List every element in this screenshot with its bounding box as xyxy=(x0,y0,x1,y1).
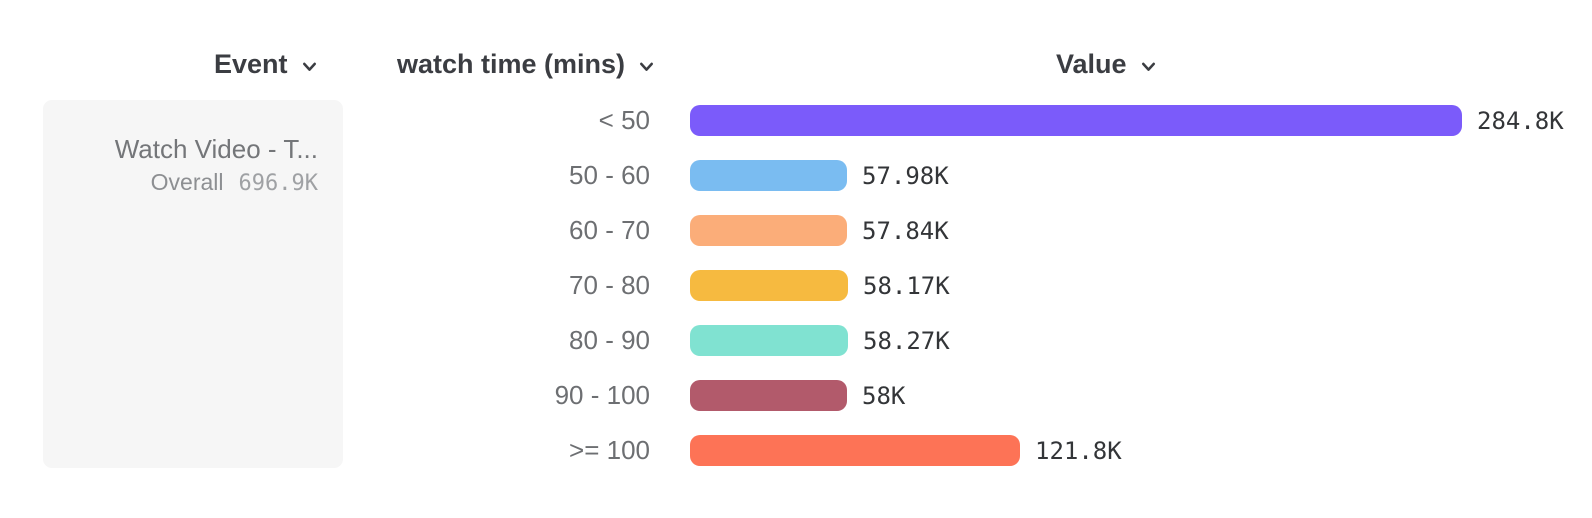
bar[interactable] xyxy=(690,270,848,301)
bar-value: 57.84K xyxy=(862,216,949,245)
bar[interactable] xyxy=(690,105,1462,136)
row-label: 60 - 70 xyxy=(569,215,650,245)
event-column-label: Event xyxy=(214,49,288,79)
chart-row: < 50 284.8K xyxy=(360,93,1592,148)
event-card[interactable]: Watch Video - T... Overall 696.9K xyxy=(43,100,343,468)
row-label: 50 - 60 xyxy=(569,160,650,190)
row-label: >= 100 xyxy=(569,435,650,465)
chevron-down-icon xyxy=(299,56,320,77)
chart-row: 80 - 90 58.27K xyxy=(360,313,1592,368)
chevron-down-icon xyxy=(636,56,657,77)
bar-value: 284.8K xyxy=(1477,106,1564,135)
bar-value: 58.27K xyxy=(863,326,950,355)
bar-value: 121.8K xyxy=(1035,436,1122,465)
row-label: 80 - 90 xyxy=(569,325,650,355)
breakdown-column-header[interactable]: watch time (mins) xyxy=(397,49,657,80)
row-label: 90 - 100 xyxy=(554,380,650,410)
bar[interactable] xyxy=(690,380,847,411)
chevron-down-icon xyxy=(1138,56,1159,77)
event-column-header[interactable]: Event xyxy=(214,49,320,80)
overall-value: 696.9K xyxy=(238,171,318,196)
value-column-header[interactable]: Value xyxy=(1056,49,1159,80)
row-label: 70 - 80 xyxy=(569,270,650,300)
event-title: Watch Video - T... xyxy=(114,134,318,164)
bar-value: 57.98K xyxy=(862,161,949,190)
chart-row: >= 100 121.8K xyxy=(360,423,1592,478)
chart-row: 60 - 70 57.84K xyxy=(360,203,1592,258)
bar[interactable] xyxy=(690,160,847,191)
row-label: < 50 xyxy=(598,105,650,135)
value-column-label: Value xyxy=(1056,49,1127,79)
chart-row: 50 - 60 57.98K xyxy=(360,148,1592,203)
bar[interactable] xyxy=(690,325,848,356)
chart-row: 90 - 100 58K xyxy=(360,368,1592,423)
bar[interactable] xyxy=(690,215,847,246)
bar-value: 58K xyxy=(862,381,906,410)
chart-row: 70 - 80 58.17K xyxy=(360,258,1592,313)
event-overall-row: Overall 696.9K xyxy=(63,169,318,196)
bar-value: 58.17K xyxy=(863,271,950,300)
breakdown-column-label: watch time (mins) xyxy=(397,49,626,79)
overall-label: Overall xyxy=(150,169,224,195)
chart-rows: < 50 284.8K 50 - 60 57.98K 60 - 70 57.84… xyxy=(360,93,1592,478)
bar[interactable] xyxy=(690,435,1020,466)
